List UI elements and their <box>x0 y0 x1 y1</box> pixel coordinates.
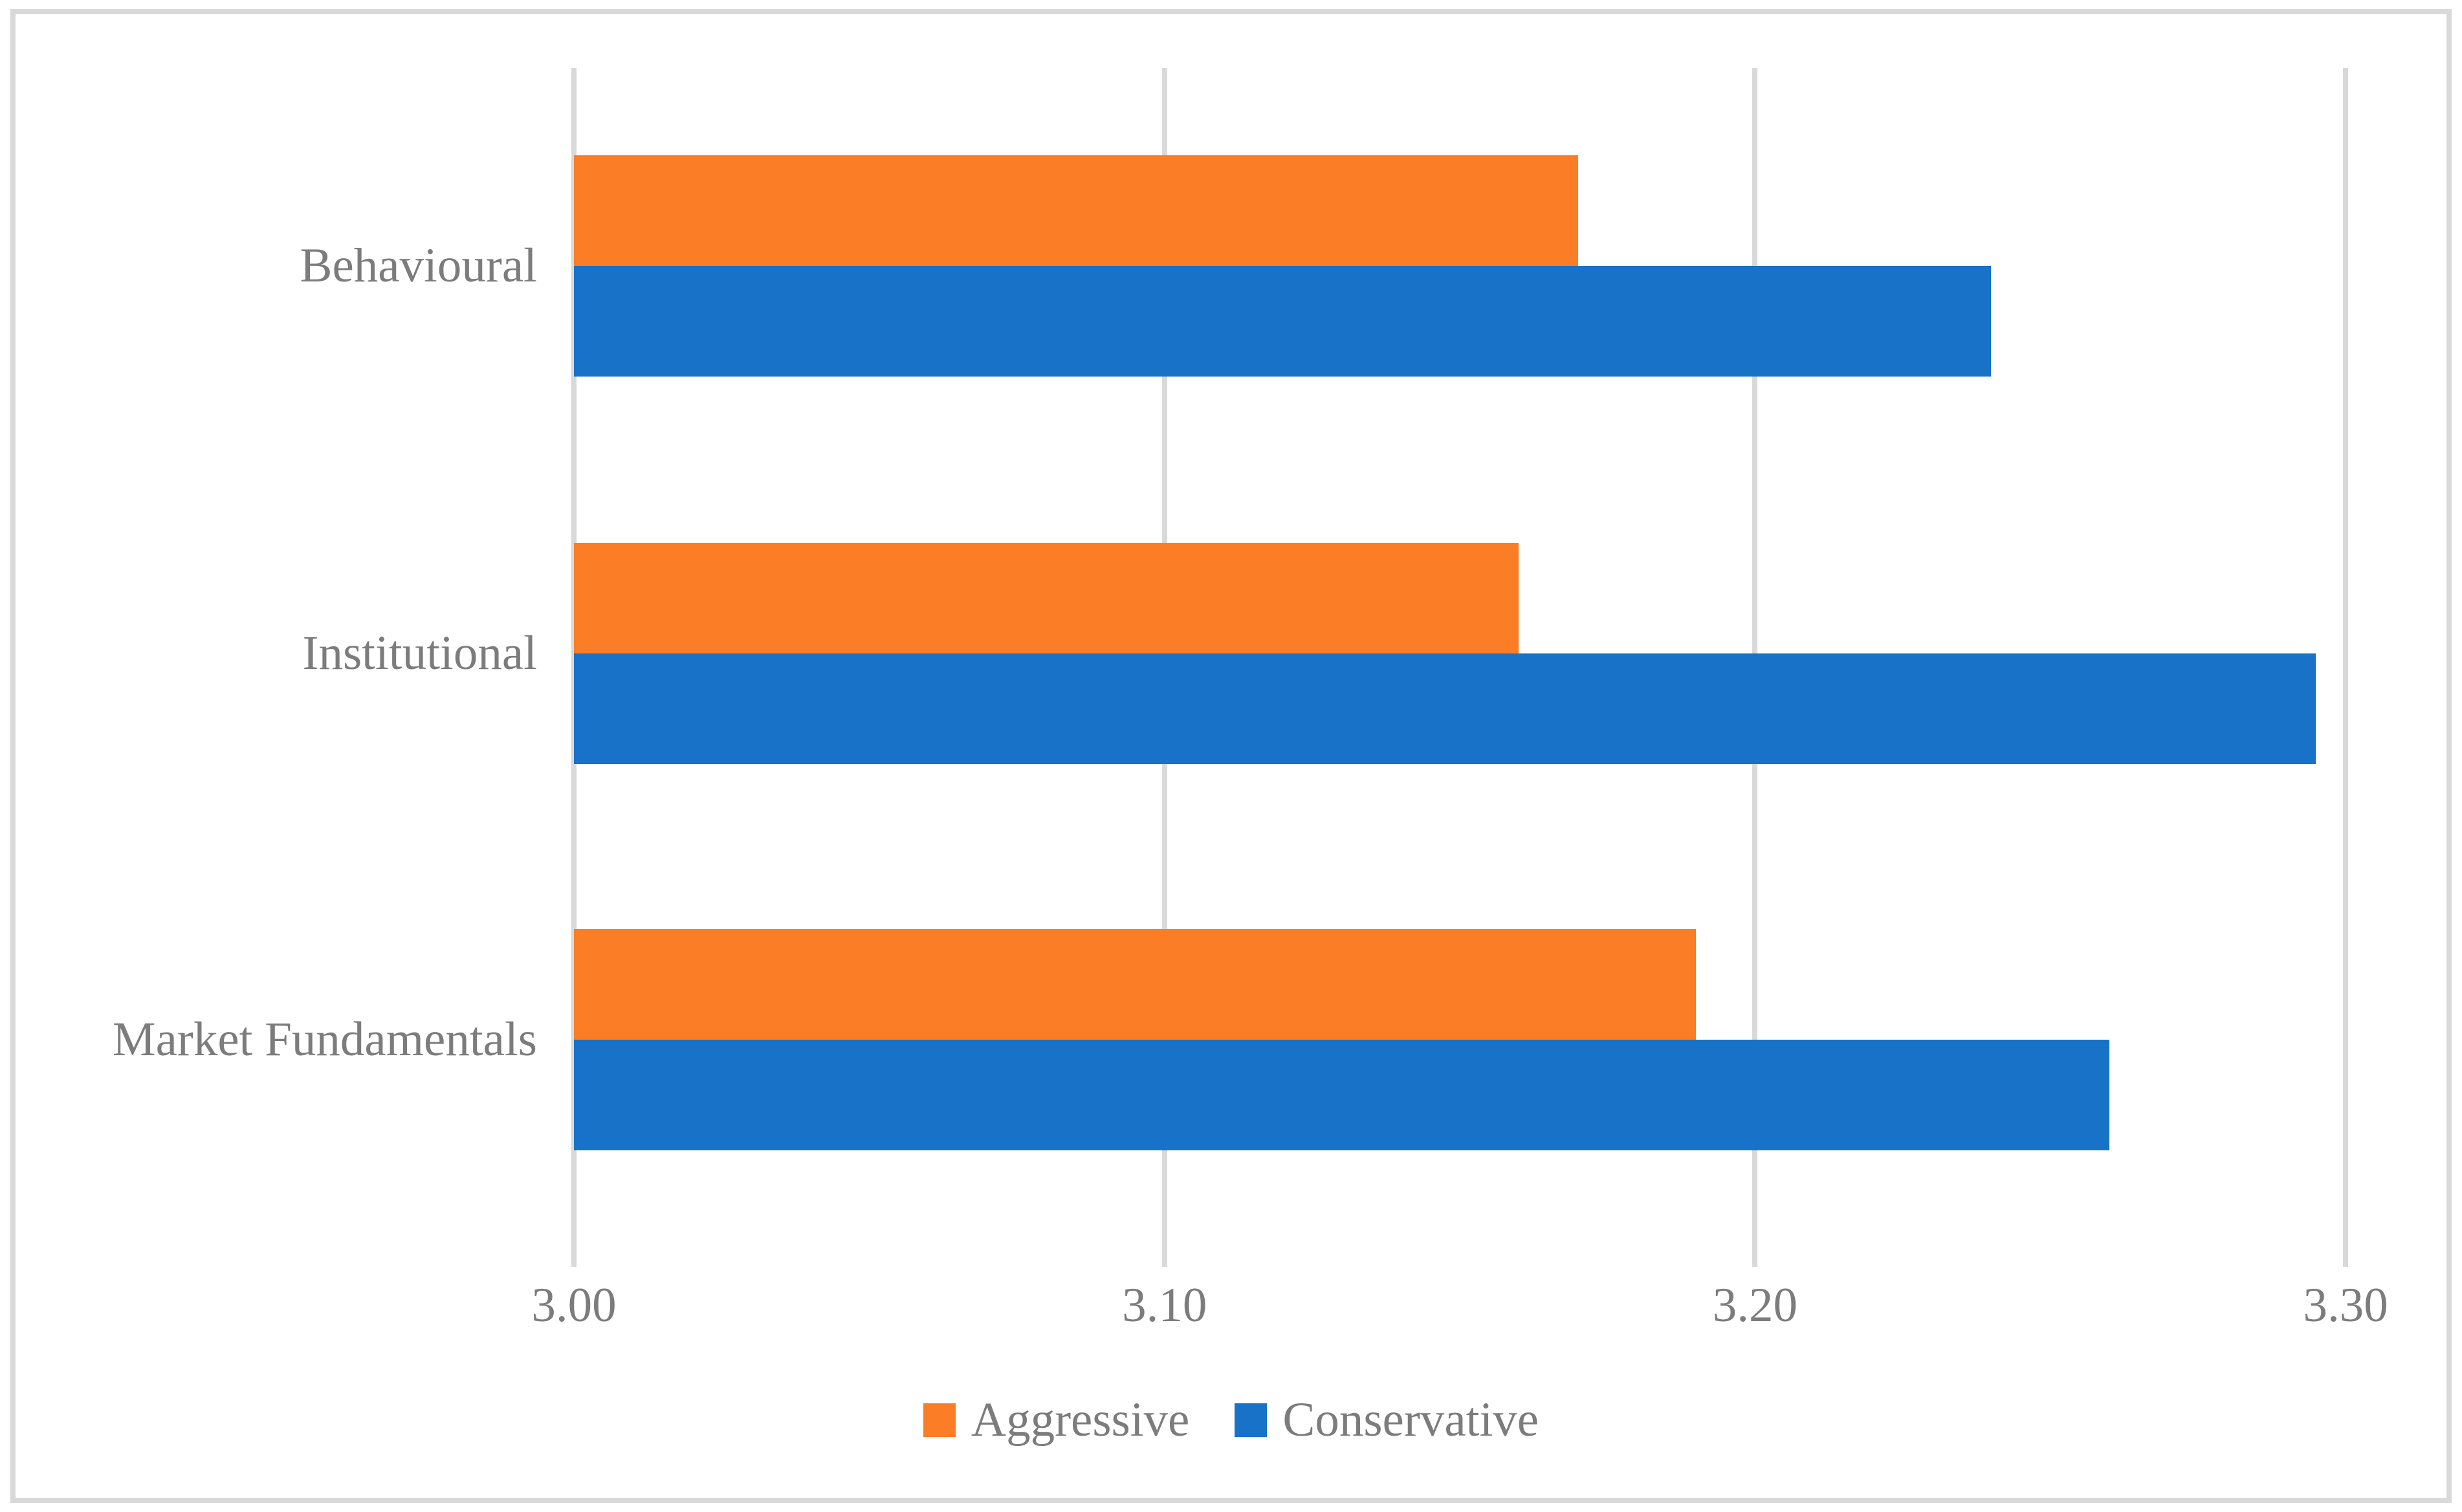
x-tick-label-3.10: 3.10 <box>1122 1278 1207 1332</box>
legend-label-conservative: Conservative <box>1282 1393 1539 1447</box>
bar-conservative-market-fundamentals <box>574 1040 2110 1150</box>
bar-conservative-institutional <box>574 653 2316 764</box>
legend-swatch-conservative <box>1235 1403 1268 1437</box>
category-label-behavioural: Behavioural <box>300 239 537 292</box>
legend-label-aggressive: Aggressive <box>971 1393 1190 1447</box>
x-tick-label-3.00: 3.00 <box>531 1278 617 1332</box>
legend-swatch-aggressive <box>923 1403 956 1437</box>
x-tick-label-3.20: 3.20 <box>1712 1278 1798 1332</box>
legend-item-conservative: Conservative <box>1235 1391 1539 1449</box>
x-tick-label-3.30: 3.30 <box>2303 1278 2388 1332</box>
bar-conservative-behavioural <box>574 266 1992 377</box>
gridline-3.30 <box>2343 68 2349 1267</box>
legend: Aggressive Conservative <box>0 1391 2462 1449</box>
bar-aggressive-market-fundamentals <box>574 929 1697 1040</box>
category-label-institutional: Institutional <box>302 626 537 680</box>
category-label-market-fundamentals: Market Fundamentals <box>112 1013 537 1066</box>
legend-item-aggressive: Aggressive <box>923 1391 1189 1449</box>
bar-aggressive-institutional <box>574 543 1519 653</box>
bar-aggressive-behavioural <box>574 155 1578 266</box>
